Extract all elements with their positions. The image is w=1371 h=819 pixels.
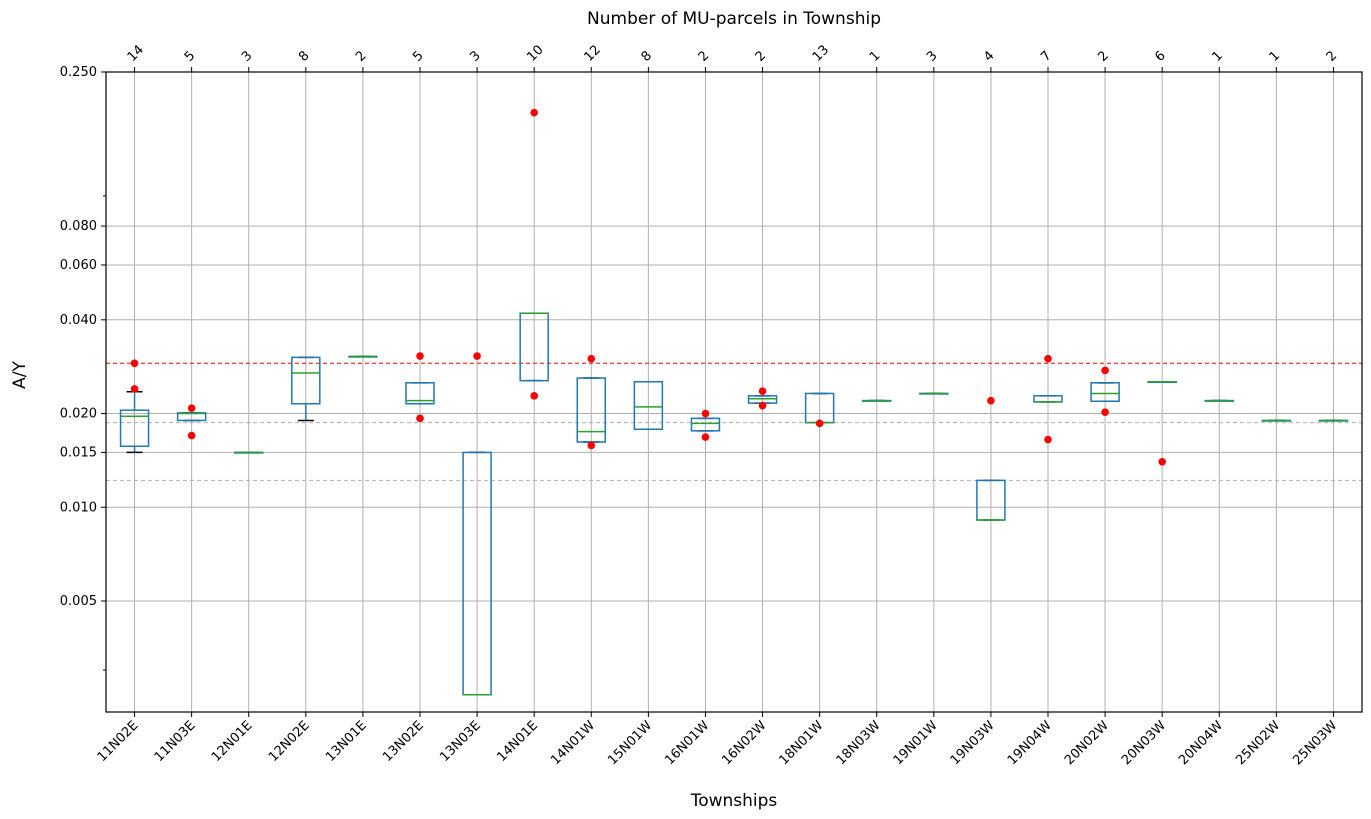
top-count-label: 1 (1267, 48, 1283, 64)
x-tick-label: 25N03W (1290, 718, 1340, 768)
x-tick-label: 16N01W (662, 718, 712, 768)
flier-point (416, 352, 424, 360)
top-count-label: 2 (1324, 48, 1340, 64)
x-tick-label: 16N02W (719, 718, 769, 768)
box-15N01W (633, 380, 664, 431)
flier-point (1158, 457, 1166, 466)
top-count-label: 1 (867, 48, 883, 64)
top-count-label: 2 (353, 48, 369, 64)
top-count-label: 5 (182, 48, 198, 64)
top-count-label: 10 (524, 43, 546, 65)
x-tick-label: 14N01E (494, 718, 541, 765)
y-tick-label: 0.080 (60, 219, 97, 234)
flier-point (587, 354, 596, 363)
x-tick-label: 19N03W (948, 718, 998, 768)
flier-point (987, 396, 995, 405)
axes-frame (105, 71, 1363, 713)
flier-point (530, 108, 538, 117)
box-12N02E (291, 356, 321, 405)
x-tick-label: 13N03E (437, 718, 484, 765)
top-count-label: 2 (1095, 48, 1111, 64)
top-count-label: 6 (1152, 48, 1168, 64)
flier-point (416, 414, 424, 423)
x-tick-label: 18N03W (834, 718, 884, 768)
x-tick-label: 19N01W (891, 718, 941, 768)
x-tick-label: 14N01W (548, 718, 598, 768)
x-tick-label: 11N03E (152, 718, 199, 765)
top-count-label: 2 (753, 48, 769, 64)
y-axis-label: A/Y (10, 361, 30, 389)
x-axis-label: Townships (690, 791, 778, 811)
top-count-label: 4 (981, 48, 997, 64)
y-tick-label: 0.010 (60, 500, 97, 515)
box-16N01W (690, 417, 721, 432)
box-11N02E (119, 409, 150, 448)
x-tick-label: 18N01W (776, 718, 826, 768)
top-count-label: 8 (639, 48, 655, 64)
top-count-label: 2 (696, 48, 712, 64)
flier-point (187, 404, 196, 413)
x-tick-label: 25N02W (1233, 718, 1283, 768)
x-tick-label: 19N04W (1005, 718, 1055, 768)
flier-point (587, 441, 596, 450)
y-tick-label: 0.060 (60, 258, 97, 273)
y-tick-label: 0.015 (60, 445, 97, 460)
flier-point (1044, 354, 1052, 363)
flier-point (701, 433, 710, 441)
flier-point (473, 352, 481, 360)
top-count-label: 12 (581, 43, 603, 65)
plot-area: 0.250 0.080 0.060 0.040 0.020 0.015 0.010 0.005… (60, 43, 1363, 768)
y-tick-label: 0.040 (60, 313, 97, 328)
x-tick-label: 20N02W (1062, 718, 1112, 768)
y-tick-label: 0.005 (60, 594, 97, 609)
top-count-label: 1 (1209, 48, 1225, 64)
top-count-label: 14 (125, 43, 147, 65)
chart-title: Number of MU-parcels in Township (587, 9, 881, 29)
x-tick-label: 20N03W (1119, 718, 1169, 768)
top-count-label: 3 (924, 48, 940, 64)
x-tick-label: 11N02E (95, 718, 142, 765)
flier-point (758, 401, 767, 410)
x-tick-label: 13N01E (323, 718, 370, 765)
top-count-label: 13 (810, 43, 832, 65)
top-count-label: 7 (1038, 48, 1054, 64)
x-tick-label: 12N01E (209, 718, 256, 765)
x-tick-label: 15N01W (605, 718, 655, 768)
flier-point (701, 409, 710, 418)
flier-point (758, 387, 767, 395)
x-tick-label: 20N04W (1176, 718, 1226, 768)
top-count-label: 8 (296, 48, 312, 64)
top-count-label: 3 (239, 48, 255, 64)
y-tick-label: 0.250 (60, 65, 97, 80)
x-tick-label: 13N02E (380, 718, 427, 765)
flier-point (815, 419, 824, 428)
flier-point (1044, 435, 1052, 444)
top-count-label: 5 (410, 48, 426, 64)
y-tick-label: 0.020 (60, 407, 97, 422)
flier-point (187, 431, 196, 440)
flier-point (130, 359, 139, 368)
box-13N02E (405, 382, 435, 405)
box-20N02W (1090, 382, 1120, 403)
flier-point (530, 392, 538, 400)
top-count-label: 3 (467, 48, 483, 64)
flier-point (130, 385, 139, 393)
flier-point (1101, 408, 1109, 416)
x-tick-label: 12N02E (266, 718, 313, 765)
flier-point (1101, 366, 1109, 375)
